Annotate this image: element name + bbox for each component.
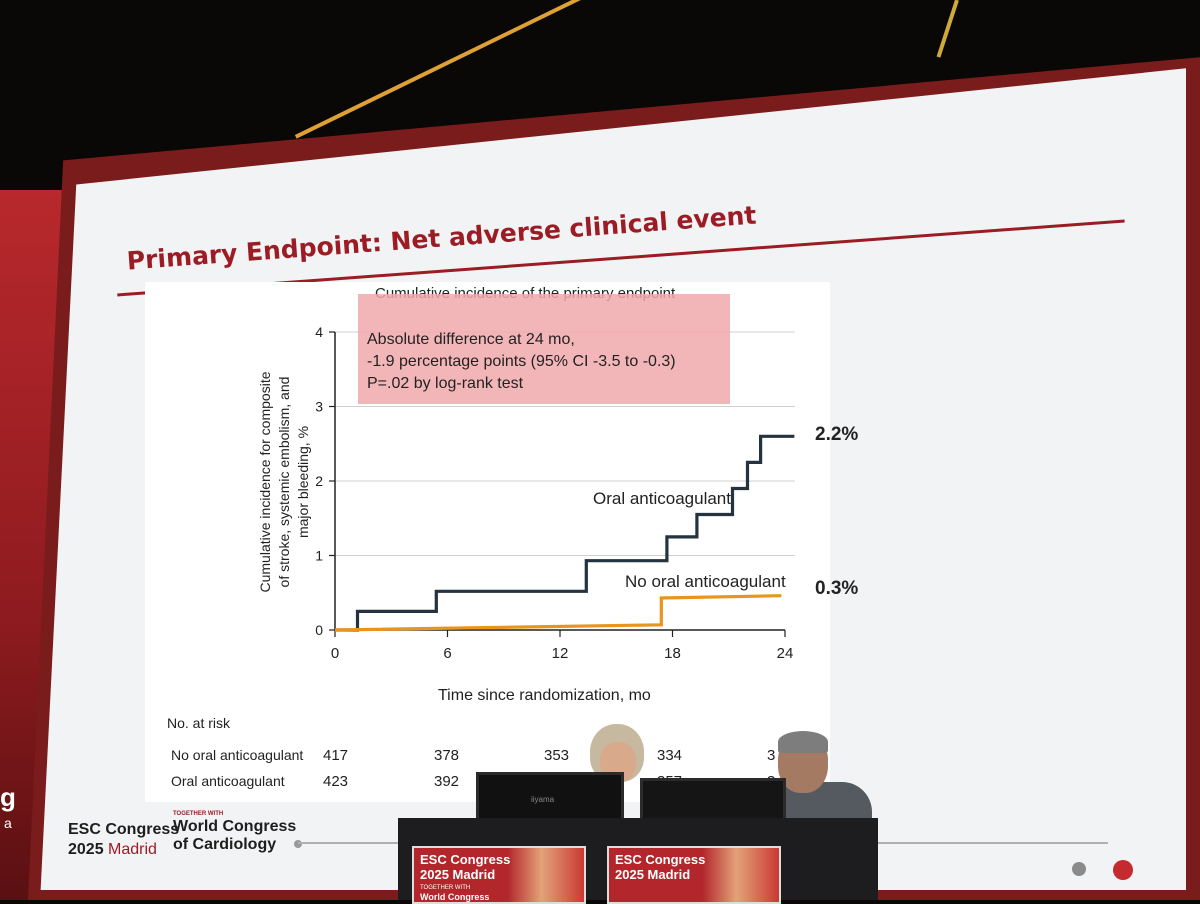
monitor-brand: iiyama bbox=[531, 795, 555, 804]
progress-dot-red bbox=[1113, 860, 1133, 880]
logo1-year: 2025 bbox=[68, 841, 104, 858]
series-labels: Oral anticoagulant No oral anticoagulant bbox=[593, 489, 786, 591]
y-tick-label-0: 0 bbox=[315, 622, 323, 638]
x-tick-label-18: 18 bbox=[664, 645, 681, 662]
panel-tiny: TOGETHER WITH bbox=[420, 885, 471, 891]
logo1-city: Madrid bbox=[108, 841, 157, 858]
y-label-line-1: of stroke, systemic embolism, and bbox=[276, 377, 292, 588]
y-tick-label-4: 4 bbox=[315, 324, 323, 340]
risk-value-0-4: 3 bbox=[767, 747, 775, 764]
logo1-line1: ESC Congress bbox=[68, 821, 180, 838]
risk-value-0-0: 417 bbox=[323, 747, 348, 764]
series-line-0 bbox=[335, 434, 795, 632]
left-wall-text-small: a bbox=[4, 815, 12, 831]
progress-dot-grey bbox=[1072, 862, 1086, 876]
panel-year-city: 2025 Madrid bbox=[420, 867, 495, 882]
series-lines bbox=[334, 434, 795, 632]
risk-table: No. at risk No oral anticoagulant 417 378 35… bbox=[167, 715, 775, 790]
risk-value-0-1: 378 bbox=[434, 747, 459, 764]
x-axis-label: Time since randomization, mo bbox=[438, 687, 651, 704]
y-label-line-0: Cumulative incidence for composite bbox=[257, 371, 273, 592]
chart-card: Cumulative incidence of the primary endp… bbox=[145, 282, 830, 802]
y-tick-label-3: 3 bbox=[315, 399, 323, 415]
annotation-background bbox=[358, 294, 730, 404]
y-axis-label: Cumulative incidence for composite of str… bbox=[257, 371, 311, 592]
risk-value-0-2: 353 bbox=[544, 747, 569, 764]
annotation-line-2: P=.02 by log-rank test bbox=[367, 375, 524, 392]
speaker-hair bbox=[778, 731, 828, 753]
panel-year-city-right: 2025 Madrid bbox=[615, 867, 690, 882]
x-tick-label-12: 12 bbox=[552, 645, 569, 662]
km-chart: Cumulative incidence of the primary endp… bbox=[167, 285, 795, 790]
logo2-line2: of Cardiology bbox=[173, 836, 277, 853]
risk-value-0-3: 334 bbox=[657, 747, 682, 764]
risk-value-1-1: 392 bbox=[434, 773, 459, 790]
slide-title: Primary Endpoint: Net adverse clinical e… bbox=[125, 200, 758, 276]
panel-year: 2025 bbox=[420, 867, 449, 882]
annotation-line-1: -1.9 percentage points (95% CI -3.5 to -… bbox=[367, 353, 676, 370]
panel-line1: ESC Congress bbox=[420, 852, 511, 867]
series-label-no-oral-anticoagulant: No oral anticoagulant bbox=[625, 572, 786, 591]
risk-row-label-0: No oral anticoagulant bbox=[171, 747, 303, 763]
y-tick-label-2: 2 bbox=[315, 473, 323, 489]
panel-line1-right: ESC Congress bbox=[615, 852, 706, 867]
world-congress-logo: TOGETHER WITH World Congress of Cardiolo… bbox=[173, 810, 296, 854]
annotation-box: Absolute difference at 24 mo, -1.9 percen… bbox=[358, 294, 730, 404]
podium-panel-right: ESC Congress 2025 Madrid bbox=[607, 846, 781, 904]
y-tick-label-1: 1 bbox=[315, 548, 323, 564]
panel-city-right: Madrid bbox=[647, 867, 691, 882]
x-tick-label-24: 24 bbox=[777, 645, 794, 662]
risk-value-1-0: 423 bbox=[323, 773, 348, 790]
annotation-line-0: Absolute difference at 24 mo, bbox=[367, 331, 575, 348]
podium-panel-left: ESC Congress 2025 Madrid TOGETHER WITH W… bbox=[412, 846, 586, 904]
end-label-no-oral-anticoagulant: 0.3% bbox=[815, 578, 859, 599]
esc-congress-logo: ESC Congress 2025 Madrid bbox=[68, 820, 179, 860]
left-wall-text: g bbox=[0, 782, 16, 812]
stage-light-strip-right bbox=[936, 0, 959, 58]
risk-table-header: No. at risk bbox=[167, 715, 231, 731]
x-tick-label-0: 0 bbox=[331, 645, 339, 662]
logo2-line1: World Congress bbox=[173, 818, 297, 835]
panel-city: Madrid bbox=[452, 867, 496, 882]
panel-year-right: 2025 bbox=[615, 867, 644, 882]
panel-line3: World Congress bbox=[420, 892, 490, 902]
y-ticks: 0 1 2 3 4 bbox=[315, 324, 335, 638]
risk-row-label-1: Oral anticoagulant bbox=[171, 773, 285, 789]
logo2-tiny: TOGETHER WITH bbox=[173, 811, 224, 817]
y-label-line-2: major bleeding, % bbox=[295, 426, 311, 538]
x-ticks: 0 6 12 18 24 bbox=[331, 630, 794, 662]
series-line-1 bbox=[334, 594, 782, 632]
progress-dot-start bbox=[294, 840, 302, 848]
x-tick-label-6: 6 bbox=[443, 645, 451, 662]
series-label-oral-anticoagulant: Oral anticoagulant bbox=[593, 489, 731, 508]
end-label-oral-anticoagulant: 2.2% bbox=[815, 424, 859, 445]
